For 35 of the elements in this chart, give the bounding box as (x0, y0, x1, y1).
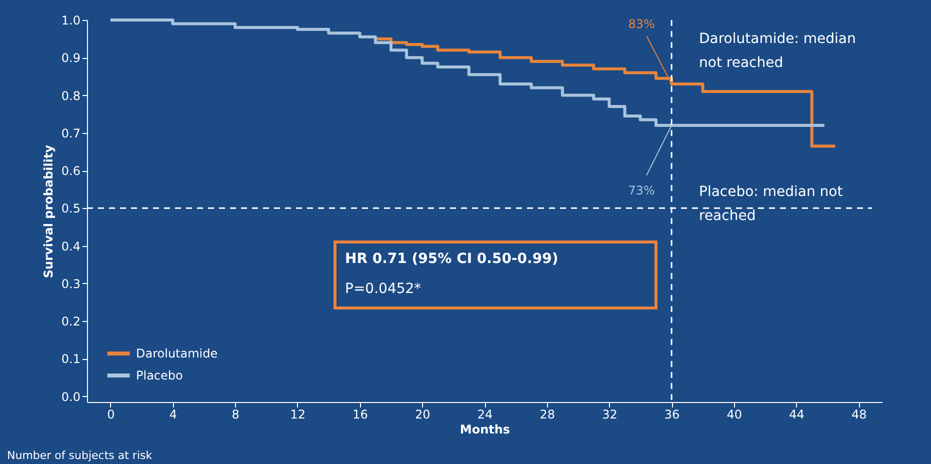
y-tick-label: 0.4 (61, 239, 80, 254)
x-tick-label: 28 (540, 408, 555, 422)
x-tick-label: 20 (415, 408, 430, 422)
y-tick-label: 0.7 (61, 126, 80, 140)
y-tick-label: 0.2 (61, 314, 80, 329)
annotation: HR 0.71 (95% CI 0.50-0.99) (345, 251, 558, 267)
y-tick-label: 0.1 (61, 352, 80, 366)
y-tick-label: 0.0 (61, 390, 80, 404)
y-tick-label: 0.9 (61, 51, 80, 66)
legend-label: Placebo (136, 368, 183, 382)
x-tick-label: 44 (789, 408, 804, 422)
annotation: Darolutamide: median not reached (699, 31, 856, 71)
y-tick-label: 0.6 (61, 164, 80, 178)
annotation: 83% (628, 16, 655, 31)
x-tick-label: 4 (169, 408, 178, 422)
annotation: Placebo: median not reached (699, 184, 844, 224)
x-tick-label: 24 (477, 408, 493, 422)
x-tick-label: 8 (232, 408, 240, 422)
x-tick-label: 0 (107, 408, 115, 422)
x-tick-label: 16 (352, 408, 368, 422)
legend-label: Darolutamide (136, 346, 218, 360)
text: Number of subjects at risk (7, 449, 153, 462)
x-tick-label: 32 (602, 408, 618, 422)
y-tick-label: 0.3 (61, 276, 80, 291)
x-tick-label: 40 (726, 408, 742, 422)
x-tick-label: 48 (851, 408, 867, 422)
x-tick-label: 36 (664, 408, 680, 422)
y-tick-label: 0.5 (61, 202, 80, 216)
annotation: 73% (628, 183, 655, 198)
y-tick-label: 1.0 (61, 14, 80, 28)
x-axis-title: Months (460, 422, 510, 436)
annotation: P=0.0452* (345, 281, 422, 297)
y-tick-label: 0.8 (61, 88, 80, 103)
x-tick-label: 12 (290, 408, 306, 422)
y-axis-title: Survival probability (41, 144, 56, 278)
